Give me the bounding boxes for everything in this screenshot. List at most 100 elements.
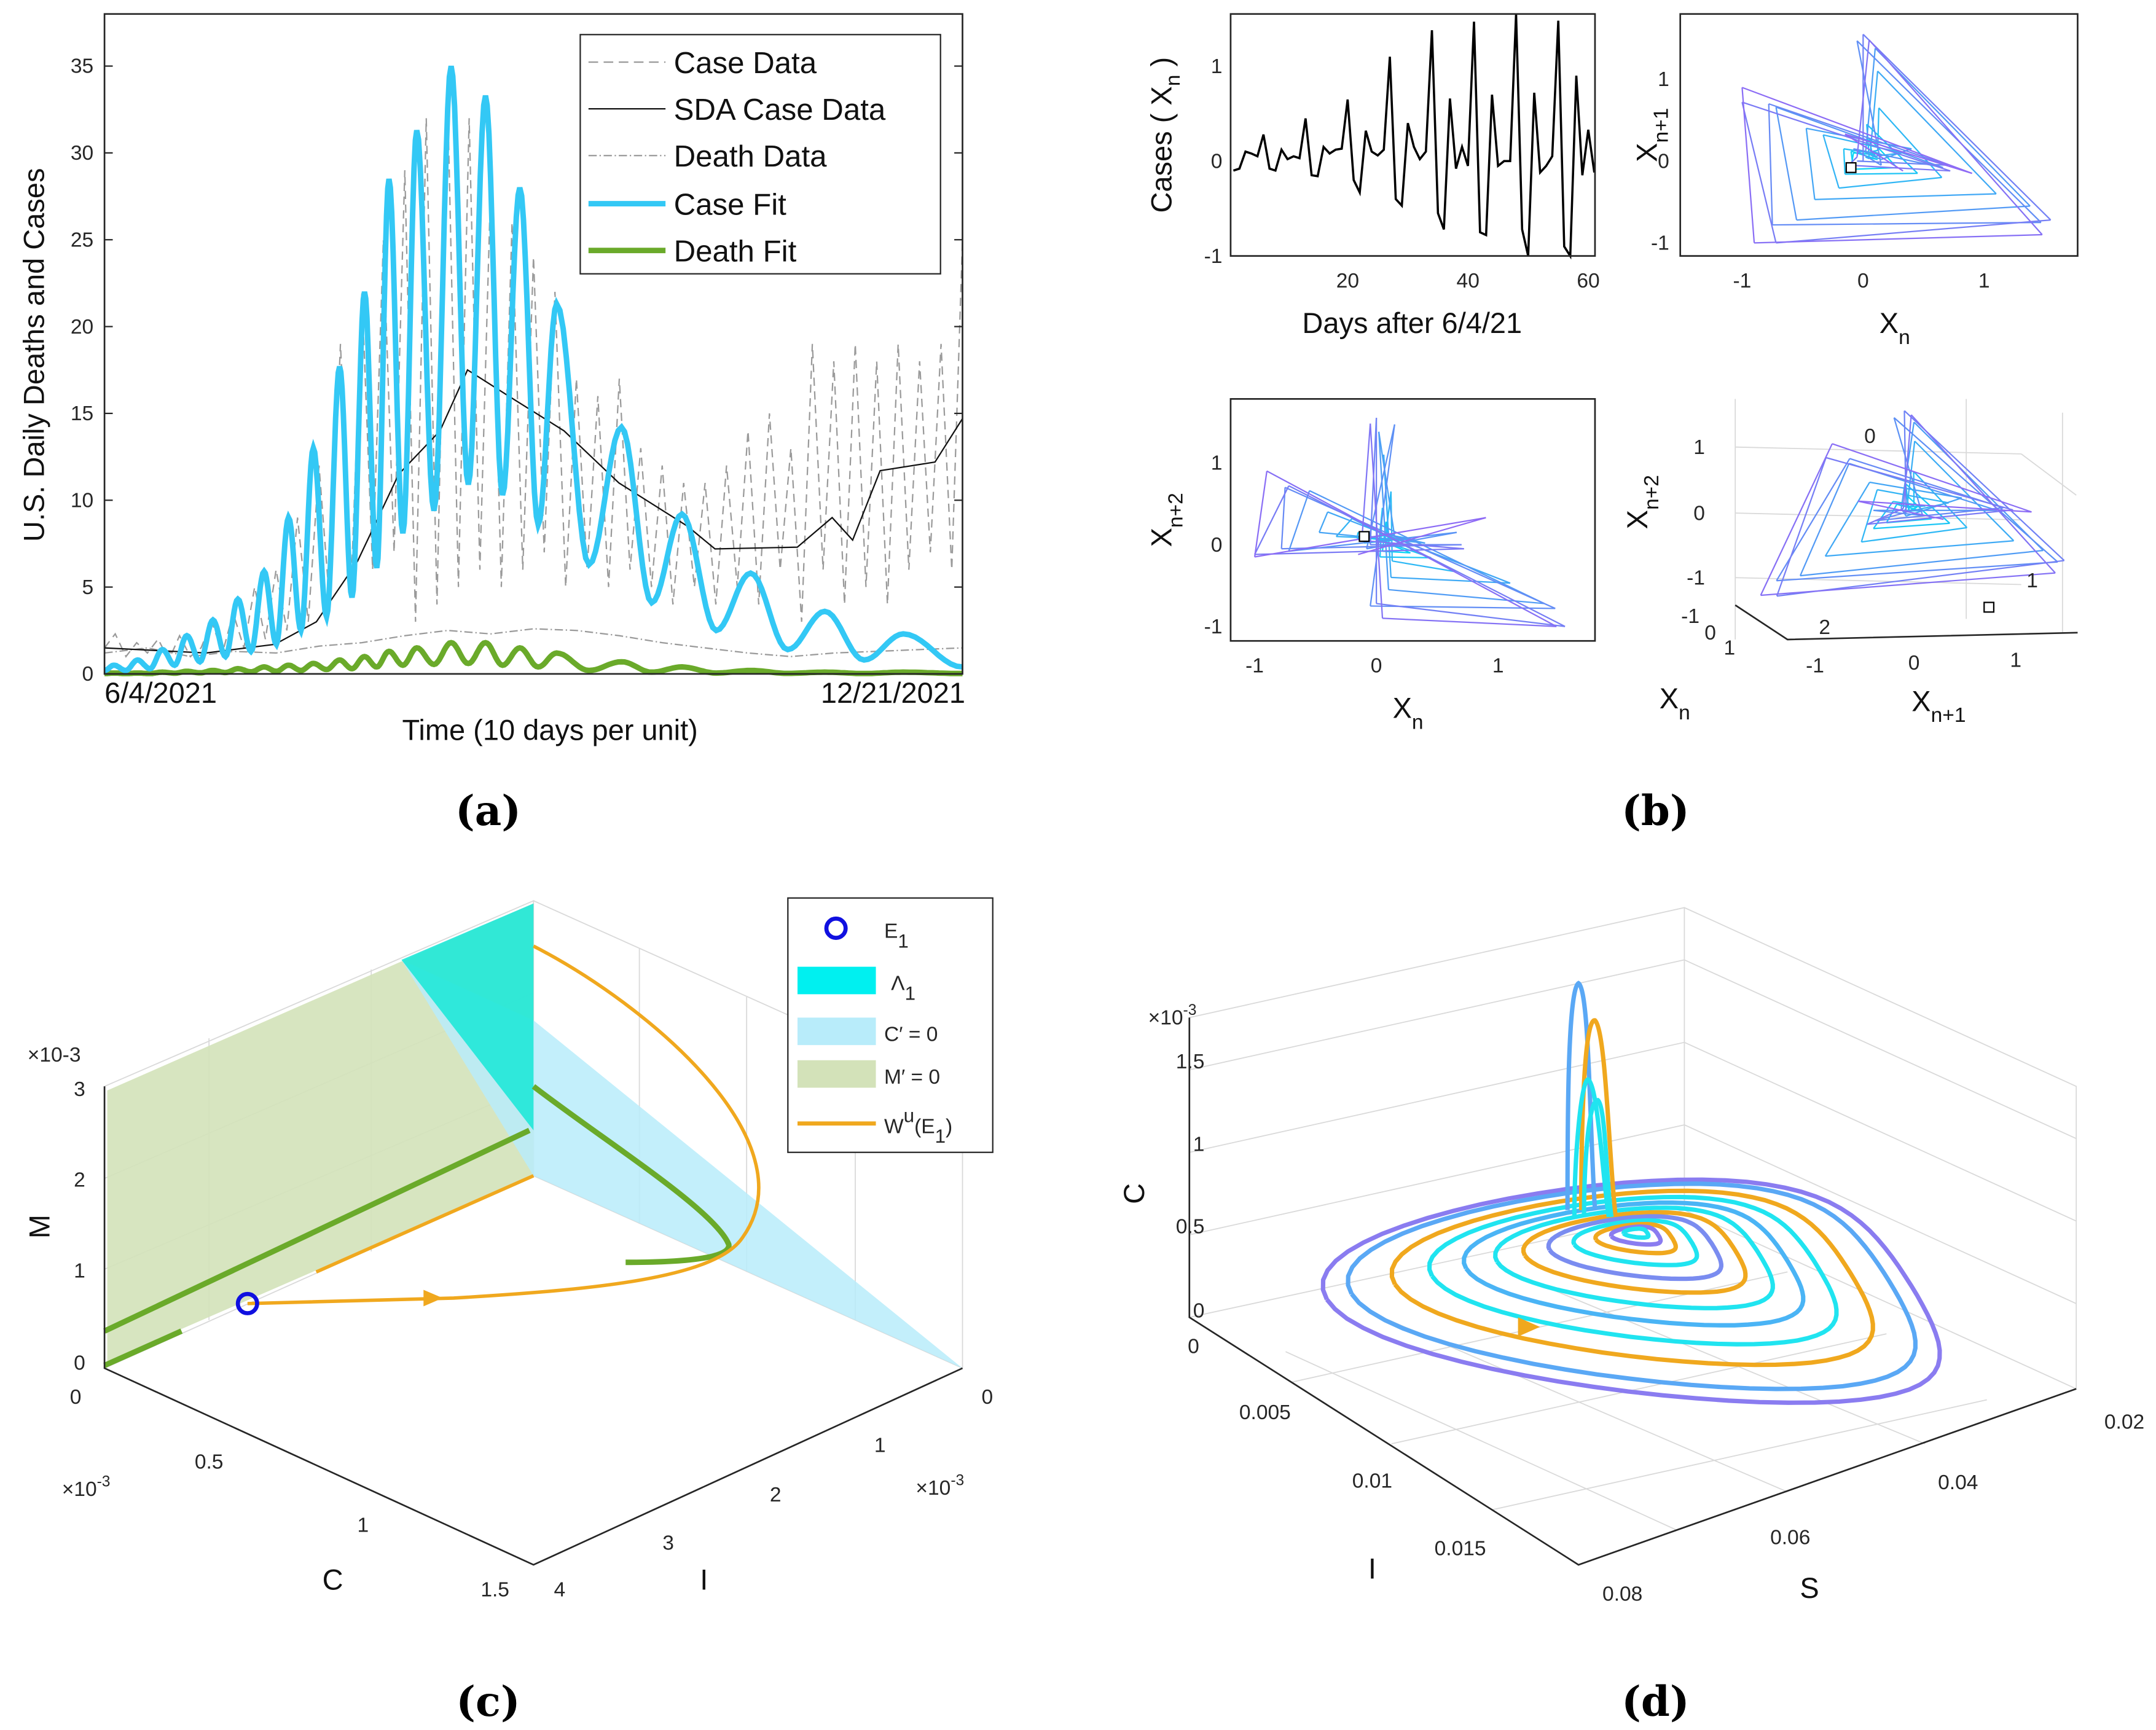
trajectory-segment bbox=[1266, 470, 1557, 627]
trajectory-segment bbox=[1796, 205, 2031, 221]
trajectory-spike bbox=[1572, 1077, 1611, 1218]
z-tick-label: 3 bbox=[74, 1078, 85, 1101]
trajectory-segment bbox=[1370, 424, 1395, 606]
trajectory-segment bbox=[1309, 490, 1545, 605]
trajectory-loop bbox=[1571, 1218, 1699, 1267]
trajectory-segment bbox=[1370, 423, 1384, 619]
panel-c-legend: E1 Λ1 C′ = 0 M′ = 0 Wu(E1) bbox=[787, 897, 994, 1153]
trajectory-segment bbox=[1814, 193, 1996, 200]
start-marker bbox=[1358, 531, 1370, 542]
equilibrium-e1-marker bbox=[235, 1291, 259, 1315]
trajectory-loop bbox=[1546, 1214, 1723, 1282]
trajectory-segment bbox=[1805, 128, 1816, 200]
legend-mprime-swatch bbox=[797, 1060, 876, 1088]
y-tick-label: 1 bbox=[2010, 649, 2021, 672]
z-tick-label: 0 bbox=[1693, 502, 1705, 525]
legend-entry: Death Fit bbox=[674, 235, 797, 268]
trajectory-segment bbox=[1877, 489, 1949, 504]
trajectory-segment bbox=[1907, 504, 1915, 507]
3d-xlabel: Xn bbox=[1660, 682, 1690, 724]
trajectory-segment bbox=[1361, 423, 1371, 541]
trajectory-segment bbox=[1799, 463, 1850, 576]
trajectory-segment bbox=[1877, 70, 1997, 195]
panel-label-b: (b) bbox=[1621, 786, 1689, 835]
panel-label-d: (d) bbox=[1621, 1677, 1689, 1726]
trajectory-segment bbox=[1860, 489, 1878, 542]
legend-entry: SDA Case Data bbox=[674, 93, 886, 127]
scale-factor-label: ×10-3 bbox=[915, 1472, 964, 1500]
trajectory-segment bbox=[1903, 410, 1907, 513]
panel-a-x-axis-label: Time (10 days per unit) bbox=[402, 713, 697, 746]
trajectory-segment bbox=[1741, 87, 1755, 243]
y-tick-label: 0 bbox=[1908, 652, 1920, 675]
x-tick-label: 0.02 bbox=[2104, 1411, 2144, 1434]
trajectory-segment bbox=[1772, 221, 2041, 226]
x-tick-label: 1 bbox=[1978, 270, 1990, 292]
trajectory-segment bbox=[1893, 417, 2058, 563]
panel-b-ts-xlabel: Days after 6/4/21 bbox=[1302, 307, 1522, 339]
legend-entry: Wu(E1) bbox=[884, 1105, 952, 1147]
trajectory-segment bbox=[1776, 219, 2051, 244]
unstable-manifold-curve bbox=[247, 944, 761, 1305]
legend-cprime-swatch bbox=[797, 1017, 876, 1046]
trajectory-loop bbox=[1521, 1210, 1748, 1295]
trajectory-segment bbox=[1254, 485, 1290, 555]
y-tick-label: 25 bbox=[71, 229, 93, 251]
trajectory-segment bbox=[1873, 522, 1950, 530]
trajectory-segment bbox=[1335, 518, 1353, 537]
x-tick-label: -1 bbox=[1733, 270, 1751, 292]
axes-3d bbox=[1735, 604, 2078, 641]
trajectory-segment bbox=[1873, 509, 1923, 517]
green-hook-curve bbox=[531, 1084, 732, 1266]
trajectory-spike bbox=[1582, 1098, 1614, 1218]
trajectory-segment bbox=[1741, 102, 1777, 243]
y-tick-label: 20 bbox=[71, 316, 93, 339]
z-tick-label: -1 bbox=[1687, 566, 1705, 589]
y-tick-label: 1 bbox=[1658, 68, 1669, 91]
x-tick-label: 40 bbox=[1457, 270, 1480, 292]
trajectory-segment bbox=[1775, 107, 1798, 221]
trajectory-segment bbox=[1392, 560, 1456, 573]
trajectory-segment bbox=[1255, 548, 1464, 555]
y-tick-label: 0 bbox=[82, 663, 94, 686]
trajectory-segment bbox=[1902, 415, 1912, 509]
trajectory-loop bbox=[1621, 1226, 1651, 1240]
panel-label-c: (c) bbox=[456, 1677, 520, 1726]
y-tick-label: 0.015 bbox=[1435, 1537, 1486, 1560]
unstable-manifold-segment bbox=[315, 1174, 535, 1274]
panel-d-trajectories bbox=[1320, 980, 1942, 1405]
trajectory-segment bbox=[1768, 103, 1948, 166]
y-tick-label: 0 bbox=[1188, 1335, 1199, 1358]
panel-a-y-ticks: 0 5 10 15 20 25 30 35 bbox=[71, 55, 963, 686]
trajectory-segment bbox=[1844, 133, 1972, 174]
panel-d-3d-trajectory: 0 0.5 1 1.5 0 0.005 0.01 0.015 0.02 0.04 0.06 0.08 ×… bbox=[1118, 907, 2144, 1726]
panel-d-xlabel: S bbox=[1800, 1571, 1819, 1604]
y-tick-label: 0 bbox=[1211, 534, 1223, 557]
panel-a-plot-area bbox=[104, 65, 963, 676]
trajectory-loop bbox=[1346, 1181, 1918, 1391]
y-tick-label: 0.005 bbox=[1239, 1401, 1291, 1424]
trajectory-segment bbox=[1254, 517, 1486, 558]
panel-c-axes bbox=[103, 1086, 963, 1566]
trajectory-segment bbox=[1754, 233, 2042, 244]
trajectory-segment bbox=[1288, 485, 1566, 627]
trajectory-loop bbox=[1462, 1200, 1806, 1328]
x-tick-label: 0 bbox=[70, 1386, 82, 1409]
scale-factor-label: ×10-3 bbox=[62, 1474, 111, 1501]
trajectory-segment bbox=[1844, 173, 1918, 175]
c-prime-zero-plane bbox=[401, 960, 963, 1369]
x-tick-label: 1.5 bbox=[480, 1579, 509, 1602]
trajectory-segment bbox=[1742, 101, 1951, 172]
panel-c-zlabel: M bbox=[23, 1215, 56, 1239]
case-data-line bbox=[104, 101, 963, 662]
point-annotation: 0 bbox=[1864, 425, 1876, 448]
panel-b-ts-box bbox=[1229, 13, 1596, 257]
x-tick-label: 1 bbox=[357, 1514, 369, 1536]
trajectory-segment bbox=[1385, 491, 1392, 534]
trajectory-loop bbox=[1427, 1194, 1839, 1347]
x-tick-label: 60 bbox=[1577, 270, 1599, 292]
trajectory-segment bbox=[1843, 149, 1846, 174]
trajectory-segment bbox=[1253, 471, 1268, 557]
panel-d-zlabel: C bbox=[1118, 1183, 1150, 1204]
